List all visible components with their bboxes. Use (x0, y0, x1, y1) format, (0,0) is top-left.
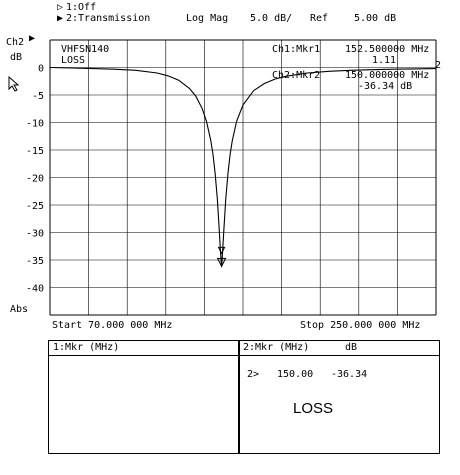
format-label: Log Mag (186, 13, 229, 24)
y-tick-label: -35 (26, 256, 44, 267)
marker-table-ch2: 2:Mkr (MHz) dB 2> 150.00 -36.34 LOSS (238, 340, 440, 454)
y-tick-label: -15 (26, 146, 44, 157)
y-tick-label: -20 (26, 174, 44, 185)
marker1-label: Ch1:Mkr1 (272, 44, 321, 55)
scale-label: 5.0 dB/ (250, 13, 293, 24)
marker1-glyph (217, 246, 226, 255)
y-tick-label: -40 (26, 284, 44, 295)
ref-label: Ref (310, 13, 329, 24)
marker2-label: Ch2:Mkr2 (272, 70, 321, 81)
marker-table-ch2-unit: dB (345, 342, 358, 353)
marker1-freq: 152.500000 MHz (345, 44, 430, 55)
mouse-pointer-icon (8, 76, 20, 92)
marker-row-freq: 150.00 (277, 369, 314, 380)
y-tick-label: 0 (38, 64, 44, 75)
channel-label: Ch2 (6, 37, 25, 48)
transmission-trace (49, 66, 437, 268)
marker-row-value: -36.34 (331, 369, 368, 380)
y-tick-label: -30 (26, 229, 44, 240)
marker-table-ch2-header: 2:Mkr (MHz) dB (239, 341, 439, 356)
marker-table-ch2-title: 2:Mkr (MHz) (243, 342, 310, 353)
plot-grid (49, 39, 437, 316)
y-tick-label: -10 (26, 119, 44, 130)
trace1-arrow-icon: ▷ (57, 2, 64, 13)
trace2-arrow-icon: ▶ (57, 13, 64, 24)
y-tick-label: -25 (26, 201, 44, 212)
marker2-value: -36.34 dB (358, 81, 413, 92)
abs-label: Abs (10, 304, 29, 315)
marker2-glyph (216, 257, 227, 268)
trace-plot: 0 -5 -10 -15 -20 -25 -30 -35 -40 (26, 39, 437, 316)
stop-frequency: Stop 250.000 000 MHz (300, 320, 421, 331)
marker-table-caption: LOSS (293, 400, 334, 417)
y-tick-label: -5 (32, 91, 44, 102)
marker-row-index: 2> (247, 369, 260, 380)
marker2-freq: 150.000000 MHz (345, 70, 430, 81)
marker-table-ch1: 1:Mkr (MHz) (48, 340, 240, 454)
ref-position-marker: 2 (435, 60, 442, 71)
trace2-status: 2:Transmission (66, 13, 151, 24)
start-frequency: Start 70.000 000 MHz (52, 320, 173, 331)
ref-value: 5.00 dB (354, 13, 397, 24)
y-axis-ticks: 0 -5 -10 -15 -20 -25 -30 -35 -40 (26, 64, 44, 295)
trace1-status: 1:Off (66, 2, 97, 13)
marker-table-ch1-title: 1:Mkr (MHz) (53, 342, 120, 353)
marker1-value: 1.11 (372, 55, 397, 66)
trace-name: VHFSN140 (61, 44, 110, 55)
marker-glyphs (216, 246, 227, 268)
marker-table-ch1-header: 1:Mkr (MHz) (49, 341, 239, 356)
trace-memo: LOSS (61, 55, 86, 66)
channel-arrow-icon: ▶ (29, 33, 36, 44)
unit-label: dB (10, 52, 23, 63)
